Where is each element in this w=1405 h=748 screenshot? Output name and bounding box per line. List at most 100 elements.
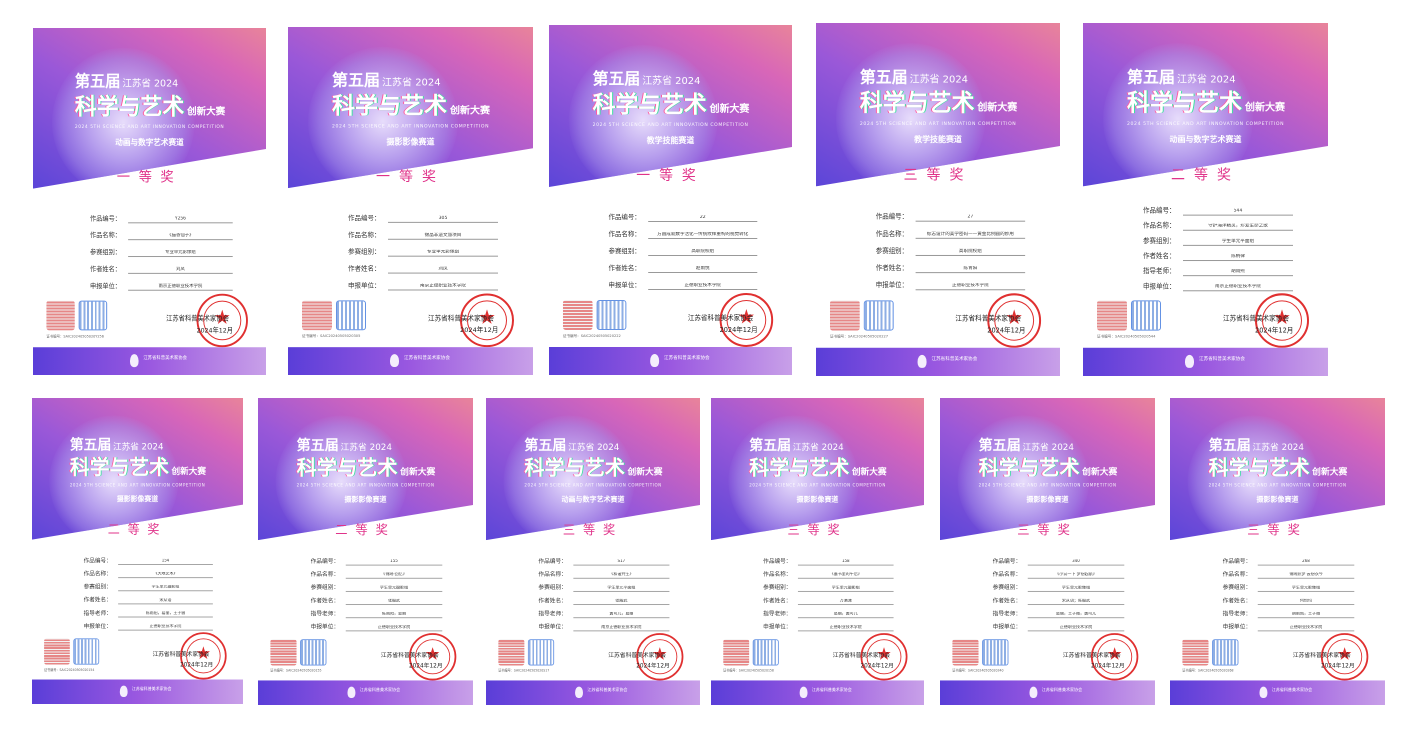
official-seal-stamp xyxy=(408,633,457,681)
award-level: 三等奖 xyxy=(787,523,848,538)
issuer-name: 江苏省科普美术家协会 xyxy=(687,314,754,322)
title-sub: 创新大赛 xyxy=(851,467,887,477)
province-year-text: 江苏省 2024 xyxy=(642,76,701,87)
certificate-footer: 江苏省科普美术家协会 xyxy=(1170,680,1385,705)
field-row-name: 作品名称： 守护海洋精灵，珍爱生命之歌 xyxy=(1143,216,1293,231)
seal-inner-ring xyxy=(1097,639,1133,675)
competition-title-english: 2024 5TH SCIENCE AND ART INNOVATION COMP… xyxy=(296,483,435,489)
award-level: 三等奖 xyxy=(1247,523,1308,538)
certificate-footer: 江苏省科普美术家协会 xyxy=(816,347,1060,376)
field-value: 何怡均 xyxy=(1257,598,1355,606)
field-label: 作品编号： xyxy=(1143,206,1176,215)
official-seal-stamp xyxy=(1090,633,1139,681)
field-value: 《小试一下 梦想起航》 xyxy=(1027,572,1125,579)
field-value: 葛丽，黄可儿 xyxy=(797,612,894,619)
certificate-fields: 作品编号： 155 作品名称： 《锦绣·回忆》 参赛组别： 学生单元摄影组 作者姓名： 张殷武… xyxy=(311,552,443,632)
competition-edition: 第五届 江苏省 2024 xyxy=(749,437,843,454)
field-row-group: 参赛组别： 专业单元影像组 xyxy=(90,240,233,258)
footer-organization: 江苏省科普美术家协会 xyxy=(404,356,450,362)
certificate-number: 证书编号：SAIC20240505020158 xyxy=(723,669,774,673)
qr-code-icon xyxy=(952,639,979,666)
certificate-card: 第五届 江苏省 2024 科学与艺术 创新大赛 2024 5TH SCIENCE AND… xyxy=(549,25,792,375)
field-label: 指导老师： xyxy=(992,610,1022,618)
competition-title-english: 2024 5TH SCIENCE AND ART INNOVATION COMP… xyxy=(69,483,206,489)
association-logo-icon xyxy=(799,686,808,698)
competition-title: 科学与艺术 创新大赛 xyxy=(75,93,225,121)
field-label: 参赛组别： xyxy=(992,584,1022,592)
certificate-number: 证书编号：SAIC20240505020S17 xyxy=(498,669,550,673)
issuer-name: 江苏省科普美术家协会 xyxy=(380,651,439,659)
field-label: 参赛组别： xyxy=(90,248,121,257)
field-row-name: 作品名称： 标志设计的美学密码——黄金比例圆的妙用 xyxy=(876,222,1026,239)
field-label: 申报单位： xyxy=(1143,282,1176,291)
field-label: 申报单位： xyxy=(608,281,641,290)
association-logo-icon xyxy=(130,354,139,368)
qr-code-icon xyxy=(302,300,332,331)
field-value: 陈雨阳，葛丽 xyxy=(345,612,443,619)
field-row-unit: 申报单位： 南京正德职业技术学院 xyxy=(348,274,498,291)
field-row-id: 作品编号： 268 xyxy=(1223,552,1355,566)
certificate-fields: 作品编号： 27 作品名称： 标志设计的美学密码——黄金比例圆的妙用 参赛组别： 高职院校… xyxy=(876,205,1026,291)
field-value: 胡雨熙 xyxy=(1183,269,1293,277)
field-row-unit: 申报单位： 正德职业技术学院 xyxy=(763,618,894,632)
seal-inner-ring xyxy=(994,300,1035,341)
field-row-teacher: 指导老师： 胡雨熙，王子薇 xyxy=(1223,605,1355,619)
qr-code-icon xyxy=(723,639,750,666)
competition-title-english: 2024 5TH SCIENCE AND ART INNOVATION COMP… xyxy=(74,125,225,131)
province-year-text: 江苏省 2024 xyxy=(340,442,392,453)
field-value: 《猫香仙子》 xyxy=(128,233,233,241)
field-value: 268 xyxy=(1257,559,1355,566)
edition-text: 第五届 xyxy=(74,71,121,91)
footer-organization: 江苏省科普美术家协会 xyxy=(131,687,172,692)
field-label: 参赛组别： xyxy=(538,584,567,592)
field-label: 申报单位： xyxy=(538,623,567,631)
field-value: 《墨书里的午后》 xyxy=(797,572,894,579)
issuer-name: 江苏省科普美术家协会 xyxy=(428,314,494,323)
title-sub: 创新大赛 xyxy=(187,106,226,118)
certificate: 第五届 江苏省 2024 科学与艺术 创新大赛 2024 5TH SCIENCE AND… xyxy=(32,398,243,704)
field-value: 张殷武 xyxy=(573,598,670,606)
field-value: 南京正德职业技术学院 xyxy=(128,283,233,291)
certificate-footer: 江苏省科普美术家协会 xyxy=(486,680,700,705)
field-value: 刘凤 xyxy=(128,266,233,274)
award-level: 一等奖 xyxy=(376,169,445,186)
field-row-group: 参赛组别： 专业单元影像组 xyxy=(348,240,498,257)
field-value: 正德职业技术学院 xyxy=(648,283,758,290)
footer-organization: 江苏省科普美术家协会 xyxy=(359,688,401,693)
province-year-text: 江苏省 2024 xyxy=(382,77,441,89)
issuer-name: 江苏省科普美术家协会 xyxy=(608,651,666,659)
title-sub: 创新大赛 xyxy=(627,467,663,477)
issuer-name: 江苏省科普美术家协会 xyxy=(955,314,1022,323)
field-row-unit: 申报单位： 正德职业技术学院 xyxy=(84,617,213,631)
association-logo-icon xyxy=(650,354,660,367)
field-value: 刘凤 xyxy=(388,266,498,274)
competition-title-english: 2024 5TH SCIENCE AND ART INNOVATION COMP… xyxy=(1208,483,1347,489)
certificate-fields: 作品编号： S17 作品名称： 《和谐共生》 参赛组别： 学生单元平面组 作者姓名： 张殷武指… xyxy=(538,552,670,632)
competition-title: 科学与艺术 创新大赛 xyxy=(593,91,750,120)
qr-code-icon xyxy=(300,639,327,666)
title-sub: 创新大赛 xyxy=(1312,467,1348,477)
field-label: 作者姓名： xyxy=(992,597,1022,605)
certificate-card: 第五届 江苏省 2024 科学与艺术 创新大赛 2024 5TH SCIENCE AND… xyxy=(258,398,473,705)
competition-edition: 第五届 江苏省 2024 xyxy=(1127,67,1236,86)
issue-date: 2024年12月 xyxy=(1090,662,1125,670)
field-label: 申报单位： xyxy=(992,623,1022,631)
competition-title: 科学与艺术 创新大赛 xyxy=(297,456,436,481)
field-row-name: 作品名称： 方圆成就数字活化—传统纹样重构的视觉转化 xyxy=(609,222,758,239)
seal-inner-ring xyxy=(415,639,451,675)
field-row-name: 作品名称： 锦晶非遗文旅项目 xyxy=(348,223,498,240)
award-level: 一等奖 xyxy=(116,169,183,186)
competition-track: 摄影影像赛道 xyxy=(386,137,435,147)
field-value: 学生单元平面组 xyxy=(573,585,670,592)
competition-edition: 第五届 江苏省 2024 xyxy=(70,436,164,453)
competition-edition: 第五届 江苏省 2024 xyxy=(524,437,619,454)
edition-text: 第五届 xyxy=(749,436,791,454)
field-row-id: 作品编号： 27 xyxy=(876,205,1026,222)
issue-date: 2024年12月 xyxy=(636,662,670,670)
province-year-text: 江苏省 2024 xyxy=(1177,74,1236,86)
field-value: 《锦绣·回忆》 xyxy=(345,572,443,579)
field-value: 锦绣织梦 云想衣今 xyxy=(1257,572,1355,579)
certificate-header-banner: 第五届 江苏省 2024 科学与艺术 创新大赛 2024 5TH SCIENCE AND… xyxy=(940,398,1155,541)
official-seal-stamp xyxy=(1320,633,1369,681)
issuer-name: 江苏省科普美术家协会 xyxy=(152,650,210,658)
